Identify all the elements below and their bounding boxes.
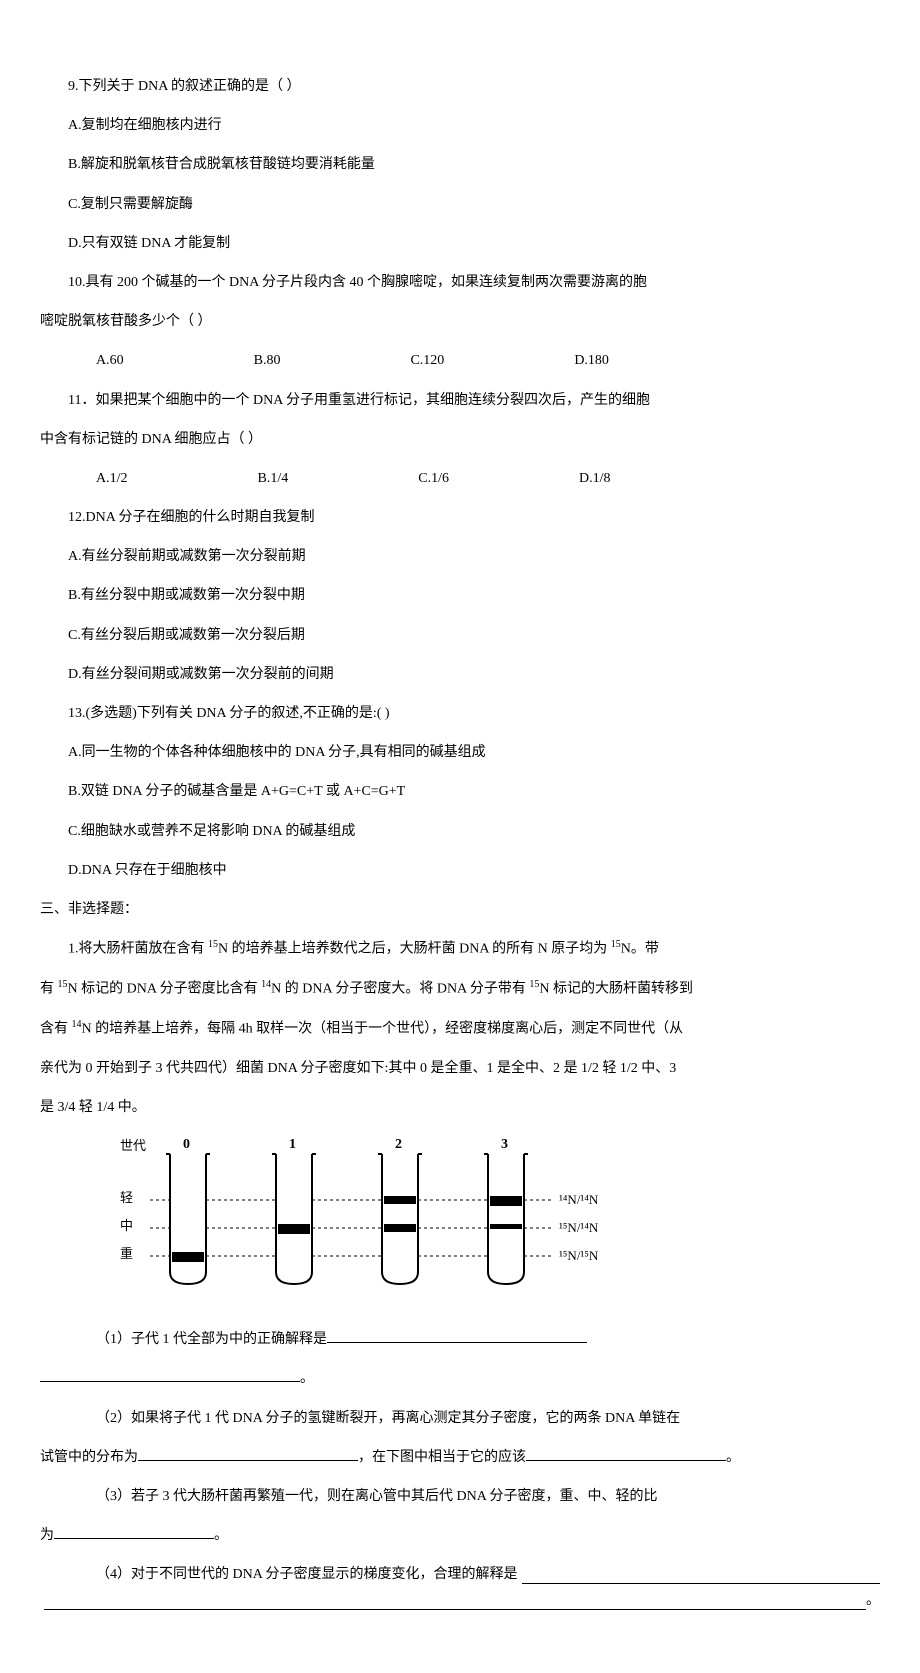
figure-svg: 世代轻中重 0 1 2 3 ¹⁴N/¹⁴N ¹⁵N/¹⁴N ¹⁵N/¹⁵N [120,1134,640,1304]
q11-opt-a: A.1/2 [96,466,128,491]
p1-sub1: （1）子代 1 代全部为中的正确解释是 [40,1327,880,1352]
period-3: 。 [214,1528,228,1543]
q9-opt-d: D.只有双链 DNA 才能复制 [40,231,880,256]
p1-l5: 是 3/4 轻 1/4 中。 [40,1095,880,1120]
q11-stem-l2: 中含有标记链的 DNA 细胞应占（ ） [40,427,880,452]
q13-opt-b: B.双链 DNA 分子的碱基含量是 A+G=C+T 或 A+C=G+T [40,779,880,804]
svg-text:轻: 轻 [120,1190,133,1205]
p1-sub3b: 为 [40,1528,54,1543]
sup-15b: 15 [611,939,621,950]
q9-opt-b: B.解旋和脱氧核苷合成脱氧核苷酸链均要消耗能量 [40,152,880,177]
q13-opt-c: C.细胞缺水或营养不足将影响 DNA 的碱基组成 [40,819,880,844]
p1-sub2-l2: 试管中的分布为 ，在下图中相当于它的应该 。 [40,1445,880,1470]
p1-sub1-cont: 。 [40,1366,880,1391]
p1-sub4-text: （4）对于不同世代的 DNA 分子密度显示的梯度变化，合理的解释是 [96,1562,518,1587]
q13-opt-d: D.DNA 只存在于细胞核中 [40,858,880,883]
q12-opt-a: A.有丝分裂前期或减数第一次分裂前期 [40,544,880,569]
p1-sub4-l2: 。 [40,1588,880,1613]
blank-2b [526,1446,726,1461]
svg-text:¹⁵N/¹⁴N: ¹⁵N/¹⁴N [559,1220,599,1235]
p1-sub2b: 试管中的分布为 [40,1450,138,1465]
q11-options: A.1/2 B.1/4 C.1/6 D.1/8 [40,466,880,491]
blank-1a [327,1328,587,1343]
period-4: 。 [866,1588,880,1613]
q10-opt-c: C.120 [410,348,444,373]
p1-l2: 有 15N 标记的 DNA 分子密度比含有 14N 的 DNA 分子密度大。将 … [40,976,880,1002]
sup-14: 14 [261,979,271,990]
q10-options: A.60 B.80 C.120 D.180 [40,348,880,373]
q9-stem: 9.下列关于 DNA 的叙述正确的是（ ） [40,74,880,99]
q11-opt-c: C.1/6 [418,466,449,491]
p1-sub2-l1: （2）如果将子代 1 代 DNA 分子的氢键断裂开，再离心测定其分子密度，它的两… [40,1406,880,1431]
q10-stem-l2: 嘧啶脱氧核苷酸多少个（ ） [40,309,880,334]
q11-opt-b: B.1/4 [258,466,289,491]
blank-3 [54,1524,214,1539]
q10-opt-b: B.80 [254,348,281,373]
svg-text:中: 中 [120,1218,133,1233]
p1-sub3-l2: 为。 [40,1523,880,1548]
svg-text:重: 重 [120,1246,133,1261]
p1-sub3-l1: （3）若子 3 代大肠杆菌再繁殖一代，则在离心管中其后代 DNA 分子密度，重、… [40,1484,880,1509]
sup-14b: 14 [72,1019,82,1030]
sup-15c: 15 [58,979,68,990]
period-2: 。 [726,1450,740,1465]
p1-l1: 1.将大肠杆菌放在含有 15N 的培养基上培养数代之后，大肠杆菌 DNA 的所有… [40,936,880,962]
section-3-heading: 三、非选择题： [40,897,880,922]
density-gradient-figure: 世代轻中重 0 1 2 3 ¹⁴N/¹⁴N ¹⁵N/¹⁴N ¹⁵N/¹⁵N [120,1134,880,1313]
sup-15d: 15 [529,979,539,990]
svg-text:2: 2 [395,1137,402,1152]
q12-opt-b: B.有丝分裂中期或减数第一次分裂中期 [40,583,880,608]
q10-opt-a: A.60 [96,348,124,373]
p1-l1c: N。带 [621,942,659,957]
svg-text:¹⁵N/¹⁵N: ¹⁵N/¹⁵N [559,1248,599,1263]
blank-1b [40,1367,300,1382]
q13-stem: 13.(多选题)下列有关 DNA 分子的叙述,不正确的是:( ) [40,701,880,726]
p1-l2c: N 的 DNA 分子密度大。将 DNA 分子带有 [271,982,529,997]
q10-opt-d: D.180 [574,348,609,373]
p1-sub2c: ，在下图中相当于它的应该 [358,1450,526,1465]
p1-l1a: 1.将大肠杆菌放在含有 [68,942,208,957]
q11-stem-l1: 11．如果把某个细胞中的一个 DNA 分子用重氢进行标记，其细胞连续分裂四次后，… [40,388,880,413]
q12-opt-d: D.有丝分裂间期或减数第一次分裂前的间期 [40,662,880,687]
p1-sub1-text: （1）子代 1 代全部为中的正确解释是 [96,1332,327,1347]
svg-text:¹⁴N/¹⁴N: ¹⁴N/¹⁴N [559,1192,599,1207]
q9-opt-c: C.复制只需要解旋酶 [40,192,880,217]
svg-text:3: 3 [501,1137,508,1152]
q10-stem-l1: 10.具有 200 个碱基的一个 DNA 分子片段内含 40 个胸腺嘧啶，如果连… [40,270,880,295]
svg-text:1: 1 [289,1137,296,1152]
p1-l2b: N 标记的 DNA 分子密度比含有 [68,982,262,997]
sup-15: 15 [208,939,218,950]
q12-stem: 12.DNA 分子在细胞的什么时期自我复制 [40,505,880,530]
svg-text:世代: 世代 [120,1138,146,1153]
p1-l1b: N 的培养基上培养数代之后，大肠杆菌 DNA 的所有 N 原子均为 [218,942,611,957]
svg-text:0: 0 [183,1137,190,1152]
p1-l2a: 有 [40,982,58,997]
p1-l3b: N 的培养基上培养，每隔 4h 取样一次（相当于一个世代），经密度梯度离心后，测… [82,1021,684,1036]
q12-opt-c: C.有丝分裂后期或减数第一次分裂后期 [40,623,880,648]
period-1: 。 [300,1371,314,1386]
q11-opt-d: D.1/8 [579,466,611,491]
blank-2a [138,1446,358,1461]
p1-sub4-l1: （4）对于不同世代的 DNA 分子密度显示的梯度变化，合理的解释是 [40,1562,880,1587]
blank-4b [44,1595,866,1610]
p1-l4: 亲代为 0 开始到子 3 代共四代）细菌 DNA 分子密度如下:其中 0 是全重… [40,1056,880,1081]
q13-opt-a: A.同一生物的个体各种体细胞核中的 DNA 分子,具有相同的碱基组成 [40,740,880,765]
blank-4a [522,1569,880,1584]
p1-l3a: 含有 [40,1021,72,1036]
p1-l2d: N 标记的大肠杆菌转移到 [539,982,693,997]
p1-l3: 含有 14N 的培养基上培养，每隔 4h 取样一次（相当于一个世代），经密度梯度… [40,1016,880,1042]
q9-opt-a: A.复制均在细胞核内进行 [40,113,880,138]
